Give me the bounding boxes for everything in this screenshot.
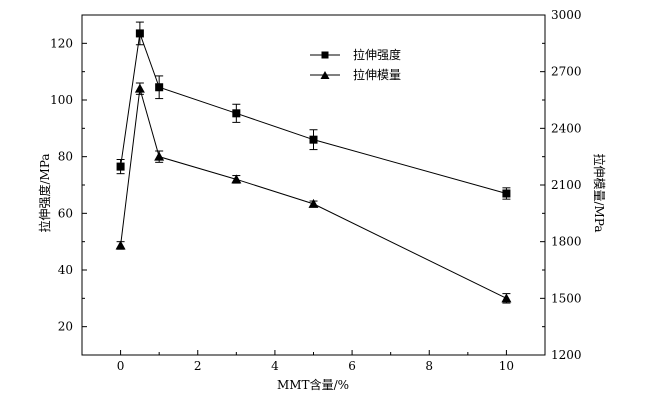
data-point-triangle [308,198,319,208]
right-y-tick-label: 1800 [551,235,582,249]
left-y-axis-label: 拉伸强度/MPa [37,153,52,232]
x-tick-label: 0 [117,359,125,373]
data-point-square [502,189,511,198]
data-point-triangle [501,293,512,303]
data-point-square [232,109,241,118]
x-tick-label: 8 [425,359,433,373]
x-tick-label: 10 [499,359,514,373]
right-y-axis-ticks: 1200 1500 1800 2100 2400 2700 3000 [540,8,582,362]
data-point-triangle [154,151,165,161]
left-y-tick-label: 60 [58,206,73,220]
series-line [120,33,507,194]
right-y-axis-label: 拉伸模量/MPa [592,153,607,232]
left-y-axis-ticks: 20 40 60 80 100 120 [50,14,87,356]
data-point-triangle [134,83,145,93]
data-point-square [135,29,144,38]
left-y-tick-label: 20 [58,320,73,334]
x-tick-label: 4 [271,359,279,373]
series-line [120,88,507,299]
legend-marker-strength [321,51,329,59]
right-y-tick-label: 3000 [551,8,582,22]
series-layer [115,21,512,304]
legend-label-strength: 拉伸强度 [353,47,401,62]
right-y-tick-label: 2100 [551,178,582,192]
left-y-tick-label: 120 [50,36,73,50]
x-tick-label: 6 [348,359,356,373]
data-point-triangle [231,174,242,184]
x-axis-label: MMT含量/% [277,377,349,392]
series-modulus [115,82,512,304]
legend-marker-modulus [320,71,330,79]
right-y-tick-label: 2400 [551,121,582,135]
left-y-tick-label: 100 [50,93,73,107]
right-y-tick-label: 1500 [551,291,582,305]
series-strength [116,21,511,200]
x-axis-ticks: 0 2 4 6 8 10 [81,350,546,373]
data-point-triangle [115,240,126,250]
x-tick-label: 2 [194,359,202,373]
left-y-tick-label: 80 [58,150,73,164]
legend: 拉伸强度 拉伸模量 [310,47,401,82]
left-y-tick-label: 40 [58,263,73,277]
right-y-tick-label: 1200 [551,348,582,362]
data-point-square [309,135,318,144]
right-y-tick-label: 2700 [551,65,582,79]
legend-label-modulus: 拉伸模量 [353,67,401,82]
data-point-square [116,162,125,171]
data-point-square [155,83,164,92]
